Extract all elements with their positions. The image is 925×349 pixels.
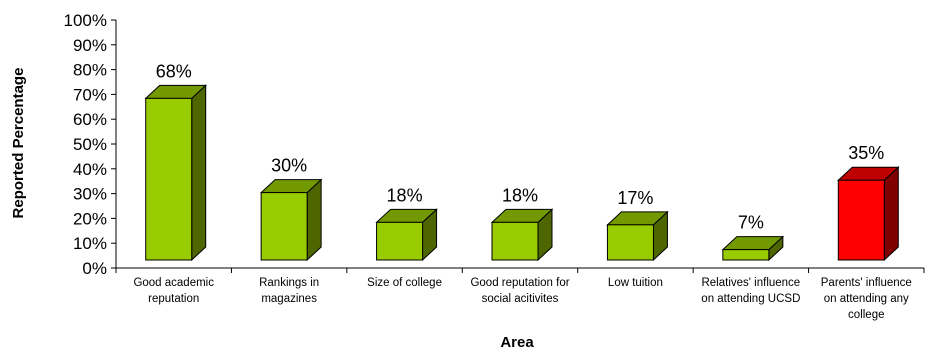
data-label: 35% [848, 143, 884, 163]
data-label: 30% [271, 156, 307, 176]
x-tick-labels: Good academic reputation Rankings in magazi… [133, 277, 911, 321]
y-tick-label: 80% [73, 61, 107, 80]
bar [259, 178, 323, 262]
data-label: 18% [502, 185, 538, 205]
bar [490, 208, 554, 262]
bar [375, 208, 438, 262]
x-axis-label: Area [500, 334, 534, 349]
y-tick-label: 10% [73, 234, 107, 253]
x-tick-label: Relatives' influence on attending UCSD [701, 277, 800, 305]
bar [837, 166, 900, 262]
y-tick-label: 20% [73, 209, 107, 228]
data-label: 68% [156, 61, 192, 81]
y-tick-label: 60% [73, 110, 107, 129]
y-tick-label: 70% [73, 85, 107, 104]
x-tick-label: Size of college [367, 277, 442, 289]
y-tick-label: 100% [64, 11, 107, 30]
y-tick-label: 40% [73, 160, 107, 179]
y-tick-label: 0% [82, 259, 107, 278]
x-tick-label: Low tuition [608, 277, 663, 289]
data-label: 18% [387, 185, 423, 205]
x-tick-label: Good academic reputation [133, 277, 214, 305]
y-tick-label: 50% [73, 135, 107, 154]
data-label: 17% [617, 188, 653, 208]
y-tick-label: 30% [73, 185, 107, 204]
y-tick-labels: 0% 10% 20% 30% 40% 50% 60% 70% 80% 90% 100% [64, 11, 116, 278]
bar [144, 84, 207, 262]
x-tick-label: Parents' influence on attending any colleg… [821, 277, 912, 321]
bar [721, 235, 785, 262]
y-tick-label: 90% [73, 36, 107, 55]
data-label: 7% [738, 213, 764, 233]
bar-series [144, 84, 900, 262]
x-tick-label: Rankings in magazines [259, 277, 319, 305]
bar [606, 210, 669, 262]
x-tick-label: Good reputation for social acitivites [470, 277, 569, 305]
data-labels: 68% 30% 18% 18% 17% 7% 35% [156, 61, 885, 232]
y-axis-label: Reported Percentage [10, 68, 27, 219]
